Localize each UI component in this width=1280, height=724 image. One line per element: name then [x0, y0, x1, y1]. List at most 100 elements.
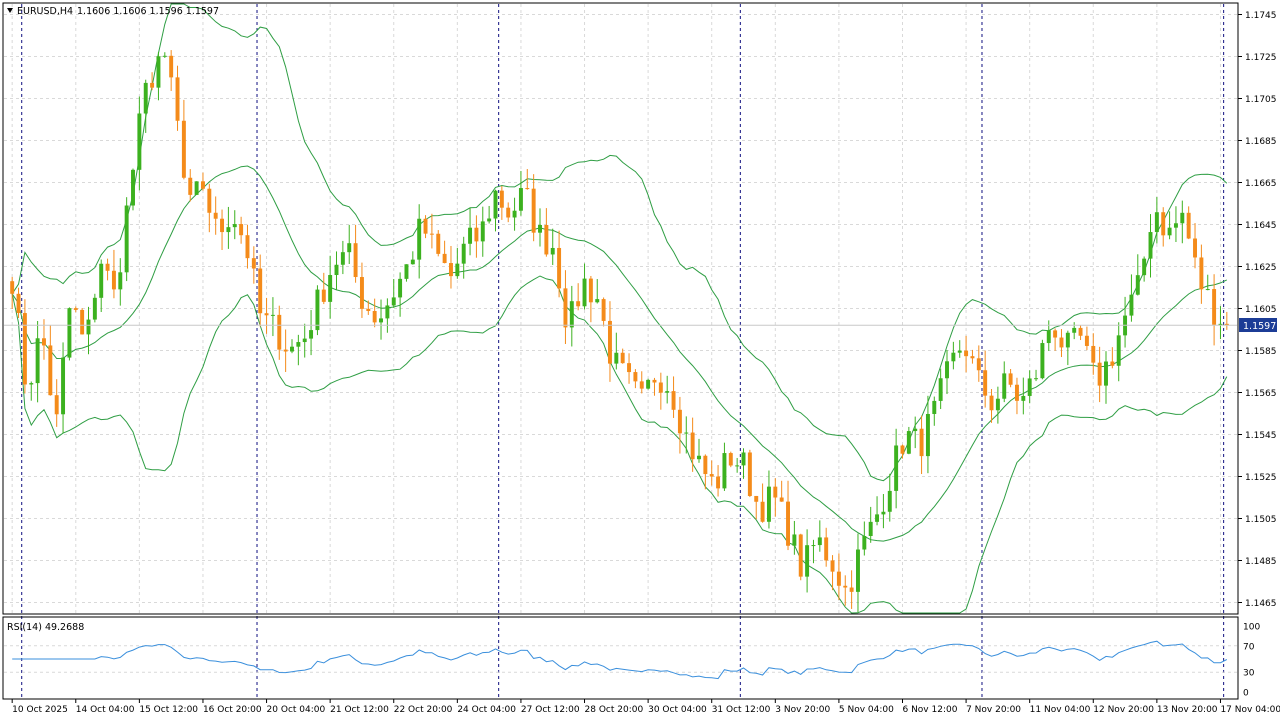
candle-bull: [455, 247, 460, 279]
candle-bear: [964, 335, 969, 373]
candle-bull: [1167, 211, 1172, 240]
candle-bear: [1008, 369, 1013, 388]
candle-bull: [124, 197, 129, 282]
candle-bear: [16, 287, 21, 319]
candle-body: [455, 263, 460, 277]
candle-body: [620, 352, 625, 364]
candle-body: [67, 308, 72, 358]
rsi-pane-frame[interactable]: [2, 616, 1239, 700]
candle-body: [576, 301, 581, 307]
candle-body: [906, 431, 911, 454]
candle-body: [1078, 327, 1083, 336]
candle-body: [366, 308, 371, 312]
candle-body: [722, 453, 727, 489]
candle-bear: [779, 480, 784, 502]
candle-body: [716, 476, 721, 489]
candle-bear: [213, 196, 218, 235]
candle-bull: [925, 395, 930, 474]
candle-body: [1091, 345, 1096, 363]
candle-bear: [531, 174, 536, 242]
grid: [4, 4, 1237, 613]
candle-body: [226, 227, 231, 233]
candle-bear: [105, 258, 110, 281]
candle-bear: [1084, 326, 1089, 351]
candle-bull: [162, 52, 167, 58]
candle-body: [983, 370, 988, 396]
candle-bear: [283, 329, 288, 372]
candle-body: [690, 432, 695, 460]
candle-body: [747, 452, 752, 496]
candle-bear: [54, 379, 59, 427]
candle-bear: [436, 230, 441, 257]
candle-body: [614, 352, 619, 364]
candle-body: [468, 227, 473, 244]
current-price-tag: [1239, 318, 1277, 332]
symbol-menu-triangle-icon[interactable]: [7, 8, 13, 13]
candle-bull: [805, 529, 810, 593]
candle-body: [938, 378, 943, 401]
candle-bull: [347, 224, 352, 264]
candle-bull: [1123, 296, 1128, 348]
candle-body: [162, 55, 167, 57]
candle-bear: [900, 444, 905, 459]
candle-body: [16, 293, 21, 314]
candle-body: [150, 82, 155, 88]
candle-bear: [716, 465, 721, 497]
candle-bear: [919, 415, 924, 475]
time-tick-label: 27 Oct 12:00: [521, 705, 580, 715]
band-upper: [11, 3, 1228, 482]
candle-body: [442, 253, 447, 264]
candle-bear: [1097, 346, 1102, 403]
candle-bull: [1116, 322, 1121, 382]
candle-body: [410, 259, 415, 265]
price-tick-label: 1.1585: [1245, 347, 1277, 357]
candle-body: [639, 381, 644, 389]
candle-body: [1053, 330, 1058, 338]
candle-body: [1154, 212, 1159, 233]
candle-bear: [1212, 274, 1217, 346]
candle-body: [512, 210, 517, 218]
candle-bull: [270, 297, 275, 337]
candle-body: [697, 455, 701, 460]
candle-bear: [42, 319, 46, 360]
candle-bull: [1142, 256, 1147, 282]
candle-bear: [181, 99, 186, 180]
candle-body: [1193, 238, 1197, 258]
candle-bull: [1002, 361, 1007, 403]
candle-body: [595, 299, 600, 303]
candle-body: [1008, 373, 1013, 385]
candle-body: [309, 330, 314, 339]
candle-body: [283, 349, 288, 352]
candle-bear: [849, 570, 854, 609]
candle-bull: [379, 299, 383, 340]
candle-body: [258, 268, 263, 314]
candle-bear: [1193, 223, 1197, 269]
candle-body: [728, 453, 733, 466]
candle-body: [118, 272, 123, 290]
candle-bear: [754, 495, 759, 520]
candle-body: [277, 314, 282, 350]
candle-body: [684, 432, 689, 434]
candle-bull: [1034, 369, 1039, 382]
candle-bear: [607, 301, 612, 382]
candle-bear: [1186, 206, 1191, 240]
candle-bull: [792, 520, 797, 555]
candle-bull: [156, 51, 161, 101]
candle-bear: [970, 349, 975, 364]
candle-bear: [671, 376, 676, 418]
rsi-tick-label: 70: [1243, 642, 1255, 652]
candle-bull: [856, 533, 860, 613]
candle-body: [525, 188, 530, 190]
candle-bull: [1021, 377, 1026, 415]
candle-body: [817, 537, 822, 546]
candle-bear: [200, 172, 205, 191]
candle-bull: [665, 375, 670, 404]
candle-bear: [786, 480, 790, 551]
candle-bear: [601, 297, 606, 327]
candle-body: [54, 395, 59, 415]
candle-body: [461, 243, 466, 264]
candle-body: [964, 350, 969, 357]
main-pane-frame[interactable]: [2, 2, 1239, 615]
